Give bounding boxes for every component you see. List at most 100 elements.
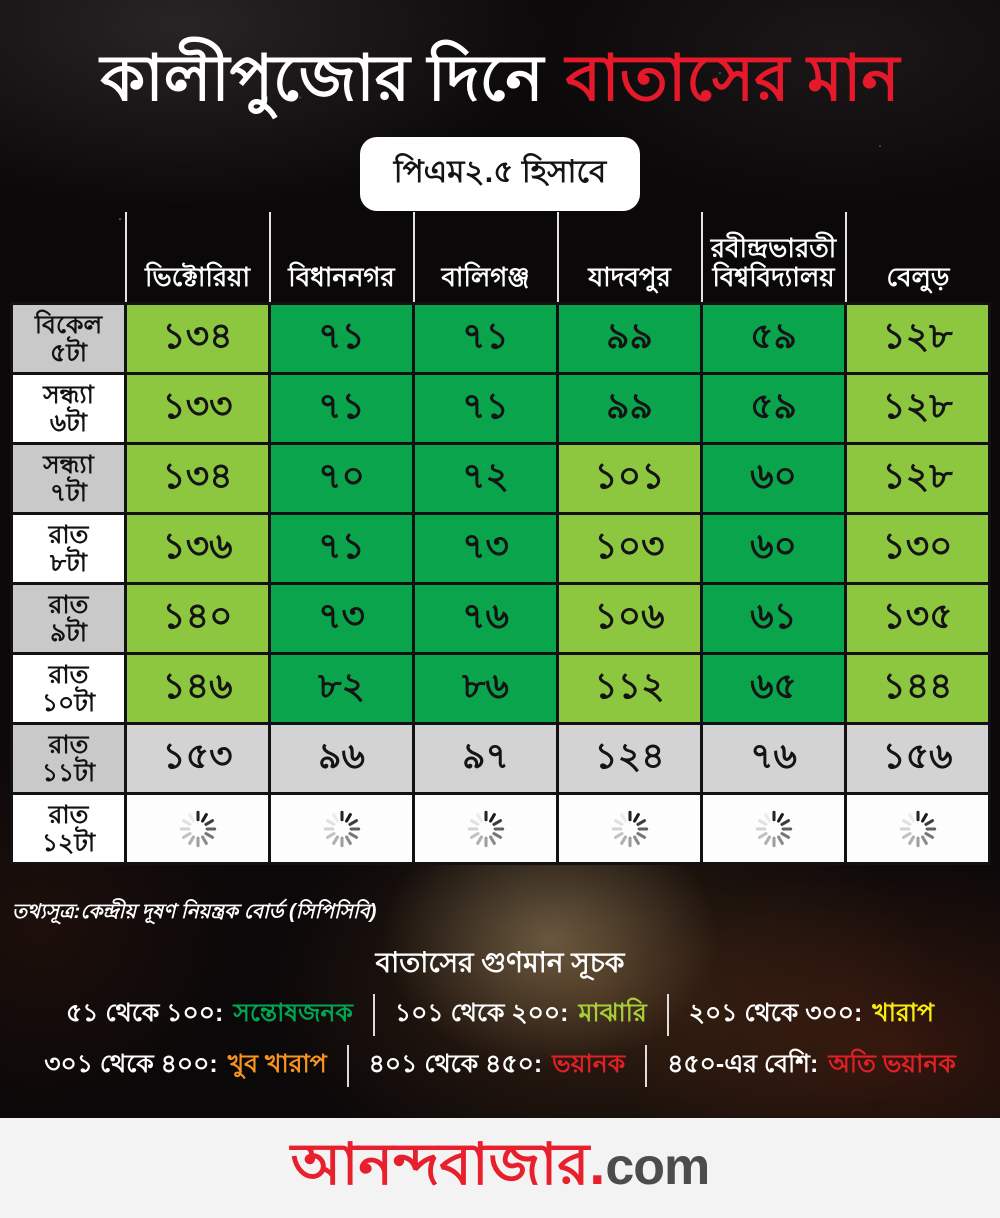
aqi-cell: ৬৫ [700,652,847,725]
column-header-rbu: রবীন্দ্রভারতী বিশ্ববিদ্যালয় [700,212,846,304]
column-header-bidhannagar: বিধাননগর [268,212,414,304]
table-row: সন্ধ্যা ৭টা ১৩৪ ৭০ ৭২ ১০১ ৬০ ১২৮ [10,442,991,515]
column-header-jadavpur: যাদবপুর [556,212,702,304]
legend-heading: বাতাসের গুণমান সূচক [375,947,625,978]
aqi-cell-loading [412,792,559,865]
legend-label: ভয়ানক [552,1050,626,1078]
table-row: বিকেল ৫টা ১৩৪ ৭১ ৭১ ৯৯ ৫৯ ১২৮ [10,302,991,375]
aqi-cell: ৭১ [268,512,415,585]
subtitle-wrap: পিএম২.৫ হিসাবে [0,137,1000,211]
aqi-cell: ৯৭ [412,722,559,795]
legend-item-severe: ৪০১ থেকে ৪৫০: ভয়ানক [369,1044,626,1087]
aqi-cell: ১৩৩ [124,372,271,445]
table-header-row: ভিক্টোরিয়া বিধাননগর বালিগঞ্জ যাদবপুর রব… [12,212,990,304]
legend-range: ৩০১ থেকে ৪০০: [44,1050,218,1078]
table-row: সন্ধ্যা ৬টা ১৩৩ ৭১ ৭১ ৯৯ ৫৯ ১২৮ [10,372,991,445]
legend-range: ১০১ থেকে ২০০: [394,999,569,1027]
legend-divider [346,1044,349,1087]
aqi-cell: ১৪৪ [844,652,991,725]
corner-cell [12,212,126,304]
legend-label: খারাপ [872,999,934,1027]
legend-label: অতি ভয়ানক [828,1050,956,1078]
title-part-white: কালীপুজোর দিনে [100,42,544,114]
aqi-cell: ৭২ [412,442,559,515]
legend-label: খুব খারাপ [227,1050,327,1078]
row-header-time: রাত ১১টা [10,722,127,795]
legend-item-very-severe: ৪৫০-এর বেশি: অতি ভয়ানক [667,1044,956,1087]
aqi-cell-loading [844,792,991,865]
loading-spinner-icon [323,810,360,847]
legend-item-moderate: ১০১ থেকে ২০০: মাঝারি [395,993,647,1036]
table-row-pending: রাত ১২টা [10,792,991,865]
aqi-cell: ৭০ [268,442,415,515]
aqi-cell: ৯৯ [556,302,703,375]
aqi-cell: ৭৬ [412,582,559,655]
column-header-victoria: ভিক্টোরিয়া [124,212,270,304]
title-part-red: বাতাসের মান [565,42,900,114]
aqi-cell: ১২৪ [556,722,703,795]
row-header-time: রাত ৯টা [10,582,127,655]
aqi-cell: ৬০ [700,512,847,585]
aqi-cell: ১৩০ [844,512,991,585]
loading-spinner-icon [467,810,504,847]
aqi-cell: ৭৩ [268,582,415,655]
aqi-cell: ১২৮ [844,442,991,515]
aqi-cell: ৭৩ [412,512,559,585]
aqi-cell: ১২৮ [844,372,991,445]
aqi-cell: ৬১ [700,582,847,655]
legend-range: ৪৫০-এর বেশি: [667,1050,819,1078]
logo-dot: . [589,1131,606,1197]
source-note: তথ্যসূত্র:কেন্দ্রীয় দূষণ নিয়ন্ত্রক বোর… [12,901,377,923]
aqi-cell: ৭১ [412,372,559,445]
aqi-cell: ৯৬ [268,722,415,795]
loading-spinner-icon [899,810,936,847]
footer-bar: আনন্দবাজার. com [0,1118,1000,1218]
aqi-cell-loading [268,792,415,865]
aqi-cell: ৫৯ [700,372,847,445]
table-row: রাত ৯টা ১৪০ ৭৩ ৭৬ ১০৬ ৬১ ১৩৫ [10,582,991,655]
legend-range: ৫১ থেকে ১০০: [66,999,224,1027]
aqi-cell: ১৫৬ [844,722,991,795]
aqi-cell-loading [556,792,703,865]
table-row: রাত ৮টা ১৩৬ ৭১ ৭৩ ১০৩ ৬০ ১৩০ [10,512,991,585]
aqi-cell: ১০৩ [556,512,703,585]
legend-label: মাঝারি [578,999,647,1027]
loading-spinner-icon [179,810,216,847]
row-header-time: রাত ৮টা [10,512,127,585]
legend-label: সন্তোষজনক [233,999,353,1027]
row-header-time: রাত ১০টা [10,652,127,725]
logo-com-text: com [605,1137,710,1196]
aqi-cell: ৬০ [700,442,847,515]
aqi-cell: ১৪৬ [124,652,271,725]
legend-range: ৪০১ থেকে ৪৫০: [368,1050,543,1078]
anandabazar-logo: আনন্দবাজার. com [291,1120,711,1217]
aqi-cell: ৭১ [412,302,559,375]
subtitle-pill: পিএম২.৫ হিসাবে [359,137,641,211]
aqi-cell: ৮৬ [412,652,559,725]
aqi-cell: ৫৯ [700,302,847,375]
table-row: রাত ১০টা ১৪৬ ৮২ ৮৬ ১১২ ৬৫ ১৪৪ [10,652,991,725]
row-header-time: সন্ধ্যা ৬টা [10,372,127,445]
aqi-cell-loading [700,792,847,865]
aqi-cell: ১২৮ [844,302,991,375]
legend-row-1: ৫১ থেকে ১০০: সন্তোষজনক ১০১ থেকে ২০০: মাঝ… [0,993,1000,1036]
legend-range: ২০১ থেকে ৩০০: [688,999,863,1027]
aqi-cell: ১৩৪ [124,302,271,375]
aqi-cell-loading [124,792,271,865]
loading-spinner-icon [755,810,792,847]
row-header-time: সন্ধ্যা ৭টা [10,442,127,515]
loading-spinner-icon [611,810,648,847]
page-title: কালীপুজোর দিনে বাতাসের মান [0,30,1000,137]
aqi-cell: ১৪০ [124,582,271,655]
column-header-belur: বেলুড় [844,212,990,304]
legend-item-very-poor: ৩০১ থেকে ৪০০: খুব খারাপ [44,1044,326,1087]
table-row: রাত ১১টা ১৫৩ ৯৬ ৯৭ ১২৪ ৭৬ ১৫৬ [10,722,991,795]
aqi-cell: ৭৬ [700,722,847,795]
aqi-cell: ১৩৬ [124,512,271,585]
aqi-cell: ১০৬ [556,582,703,655]
aqi-cell: ১১২ [556,652,703,725]
legend-divider [645,1044,648,1087]
aqi-table: ভিক্টোরিয়া বিধাননগর বালিগঞ্জ যাদবপুর রব… [10,212,991,865]
aqi-cell: ৭১ [268,302,415,375]
aqi-cell: ১০১ [556,442,703,515]
